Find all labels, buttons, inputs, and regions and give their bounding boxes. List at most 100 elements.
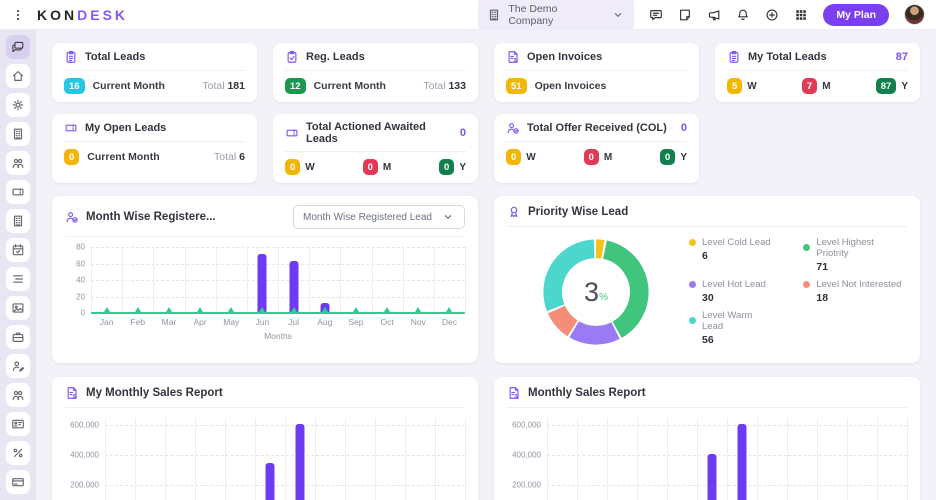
sidebar-item-building-6[interactable] — [6, 209, 30, 233]
stat-card-header: My Open Leads — [64, 121, 245, 142]
percent-icon — [11, 446, 25, 460]
month-wise-chart-card: Month Wise Registere... Month Wise Regis… — [52, 196, 478, 363]
count-badge: 5 — [727, 78, 743, 94]
chart-title: My Monthly Sales Report — [86, 387, 223, 399]
clipboard-check-icon — [285, 50, 299, 64]
chart-header: Priority Wise Lead — [507, 205, 907, 227]
chat-duo-icon — [11, 40, 25, 54]
bell-icon[interactable] — [736, 8, 750, 22]
company-selector[interactable]: The Demo Company — [478, 0, 635, 31]
stat-card-title: Open Invoices — [527, 51, 603, 63]
chart-header: $ My Monthly Sales Report — [65, 386, 465, 408]
donut-svg — [543, 239, 649, 345]
stat-header-value: 87 — [895, 51, 908, 63]
invoice-icon: $ — [65, 386, 79, 400]
count-badge: 0 — [362, 159, 378, 175]
gear-icon — [11, 98, 25, 112]
user-avatar[interactable] — [904, 4, 925, 25]
my-plan-button[interactable]: My Plan — [823, 3, 889, 26]
stat-card-body: 0 Current Month Total 6 — [64, 142, 245, 165]
stat-card-header: Reg. Leads — [285, 50, 466, 71]
sidebar-item-gear-2[interactable] — [6, 93, 30, 117]
app-logo: KON DESK — [37, 7, 128, 23]
chart-header: Month Wise Registere... Month Wise Regis… — [65, 205, 465, 237]
stat-header-value: 0 — [680, 122, 687, 134]
sidebar-item-calendar-check-7[interactable] — [6, 238, 30, 262]
stat-card: Total Offer Received (COL) 0 0 W 0 M 0 Y — [494, 114, 699, 183]
count-badge: 0 — [583, 149, 599, 165]
charts-row: Month Wise Registere... Month Wise Regis… — [52, 196, 920, 363]
legend-dot-icon — [689, 280, 696, 288]
sidebar-item-list-8[interactable] — [6, 267, 30, 291]
briefcase-icon — [11, 330, 25, 344]
count-badge: 0 — [64, 149, 80, 165]
sidebar-item-home-1[interactable] — [6, 64, 30, 88]
sidebar-item-group-4[interactable] — [6, 151, 30, 175]
chat-icon[interactable] — [649, 8, 663, 22]
legend-label: Level Hot Lead — [702, 278, 766, 290]
sidebar-item-id-card-13[interactable] — [6, 412, 30, 436]
sales-row: $ My Monthly Sales Report 0200,000400,00… — [52, 377, 920, 500]
plot-area — [91, 247, 466, 314]
sidebar-item-chat-duo-0[interactable] — [6, 35, 30, 59]
baseline-series — [91, 312, 465, 314]
sidebar-item-image-card-9[interactable] — [6, 296, 30, 320]
main-content: Total Leads 16 Current Month Total 181 Reg. … — [36, 30, 936, 500]
count-badge: 0 — [285, 159, 301, 175]
apps-icon[interactable] — [794, 8, 808, 22]
sidebar-item-building-3[interactable] — [6, 122, 30, 146]
legend-value: 30 — [702, 291, 714, 304]
wmy-group: 87 Y — [875, 78, 908, 94]
plus-circle-icon[interactable] — [765, 8, 779, 22]
stat-card: My Open Leads 0 Current Month Total 6 — [52, 114, 257, 183]
month-axis-labels: Jan Feb Mar Apr May Jun Jul Aug Sep Oct Nov Dec — [99, 317, 458, 327]
plot-area — [547, 418, 908, 500]
stat-card-header: Total Offer Received (COL) 0 — [506, 121, 687, 142]
wmy-letter: W — [747, 80, 757, 92]
sidebar-item-credit-card-15[interactable] — [6, 470, 30, 494]
sidebar-item-user-pen-11[interactable] — [6, 354, 30, 378]
list-icon — [11, 272, 25, 286]
dropdown-selected-value: Month Wise Registered Lead — [303, 211, 432, 223]
legend-value: 56 — [702, 333, 714, 346]
logo-text-purple: DESK — [77, 6, 129, 23]
legend-dot-icon — [689, 238, 696, 246]
top-bar: KON DESK The Demo Company My Plan — [0, 0, 936, 31]
ticket-icon — [64, 121, 78, 135]
stat-card-title: My Open Leads — [85, 122, 167, 134]
id-card-icon — [11, 417, 25, 431]
menu-kebab-icon[interactable] — [11, 8, 25, 22]
legend-item: Level Cold Lead 6 — [689, 237, 775, 275]
sidebar-item-group-12[interactable] — [6, 383, 30, 407]
sidebar-item-percent-14[interactable] — [6, 441, 30, 465]
legend-item: Level Not Interested 18 — [803, 279, 907, 306]
building-icon — [487, 8, 501, 22]
plot-area — [105, 418, 466, 500]
user-pen-icon — [11, 359, 25, 373]
legend-item: Level Hot Lead 30 — [689, 279, 775, 306]
wmy-letter: W — [305, 161, 315, 173]
chevron-down-icon — [611, 8, 625, 22]
sidebar-item-ticket-5[interactable] — [6, 180, 30, 204]
chevron-down-icon — [441, 210, 455, 224]
megaphone-icon[interactable] — [707, 8, 721, 22]
stat-label: Open Invoices — [534, 80, 607, 92]
wmy-letter: M — [382, 161, 392, 173]
stat-total: Total 181 — [202, 80, 245, 92]
sidebar-item-briefcase-10[interactable] — [6, 325, 30, 349]
top-bar-actions: The Demo Company My Plan — [478, 0, 925, 31]
stat-total: Total 6 — [214, 151, 245, 163]
wmy-letter: M — [603, 151, 613, 163]
note-icon[interactable] — [678, 8, 692, 22]
legend-label: Level Cold Lead — [702, 236, 771, 248]
wmy-letter: M — [822, 80, 831, 92]
chart-type-dropdown[interactable]: Month Wise Registered Lead — [293, 205, 465, 229]
